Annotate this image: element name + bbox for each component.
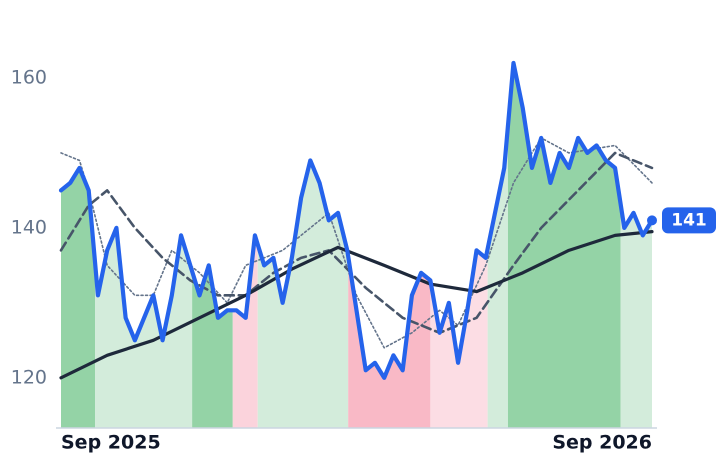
- x-tick-label: Sep 2025: [61, 432, 161, 454]
- y-tick-label: 140: [11, 216, 47, 238]
- x-tick-label: Sep 2026: [552, 432, 652, 454]
- line-price: [58, 60, 655, 380]
- y-tick-label: 160: [11, 66, 47, 88]
- region: [192, 62, 233, 428]
- line-dotted: [60, 137, 653, 349]
- y-tick-label: 120: [11, 366, 47, 388]
- last-dot: [647, 215, 657, 226]
- last-badge: [662, 207, 716, 234]
- regions: [61, 62, 652, 428]
- region: [507, 62, 621, 428]
- region: [95, 62, 193, 428]
- region: [430, 62, 488, 428]
- last-label: 141: [671, 210, 707, 230]
